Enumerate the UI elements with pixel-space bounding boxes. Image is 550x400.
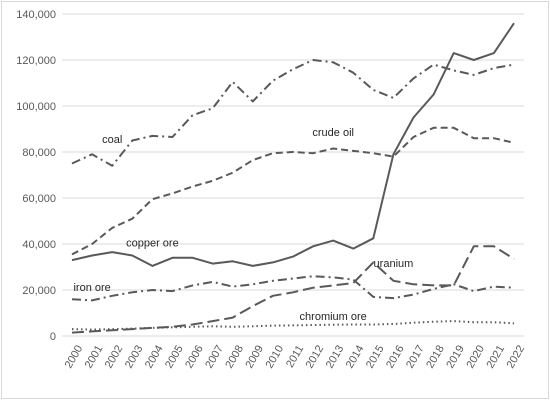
- x-tick-label: 2018: [424, 343, 447, 370]
- x-tick-label: 2017: [404, 343, 427, 370]
- x-tick-label: 2013: [324, 343, 347, 370]
- x-tick-label: 2001: [83, 343, 106, 370]
- series-line-coal: [71, 59, 515, 167]
- y-tick-label: 120,000: [16, 55, 56, 67]
- y-axis-ticks: 0 20,000 40,000 60,000 80,000 100,000 120,000 1…: [16, 9, 56, 343]
- x-tick-label: 2019: [444, 343, 467, 370]
- x-tick-label: 2014: [344, 343, 367, 370]
- x-tick-label: 2020: [464, 343, 487, 370]
- x-tick-label: 2011: [284, 343, 306, 369]
- series-line-iron-ore: [71, 275, 515, 302]
- y-tick-label: 80,000: [22, 147, 56, 159]
- x-tick-label: 2016: [384, 343, 407, 370]
- y-tick-label: 140,000: [16, 9, 56, 21]
- series-line-crude-oil: [71, 126, 515, 256]
- series-label-coal: coal: [102, 134, 122, 146]
- x-tick-label: 2004: [143, 343, 166, 370]
- y-tick-label: 60,000: [22, 193, 56, 205]
- series-label-uranium: uranium: [374, 258, 414, 270]
- series-label-iron-ore: iron ore: [73, 282, 110, 294]
- x-tick-label: 2002: [103, 343, 126, 370]
- series-label-chromium-ore: chromium ore: [300, 311, 367, 323]
- series-label-crude-oil: crude oil: [312, 127, 354, 139]
- x-axis-ticks: 2000200120022003200420052006200720082009…: [63, 343, 528, 370]
- x-tick-label: 2007: [203, 343, 226, 370]
- x-tick-label: 2005: [163, 343, 186, 370]
- grid-layer: [62, 13, 524, 337]
- y-tick-label: 20,000: [22, 285, 56, 297]
- series-line-copper-ore: [71, 22, 515, 267]
- y-tick-label: 100,000: [16, 101, 56, 113]
- x-tick-label: 2009: [243, 343, 266, 370]
- x-tick-label: 2010: [264, 343, 287, 370]
- series-line-uranium: [71, 245, 515, 334]
- series-line-chromium-ore: [71, 320, 515, 331]
- x-tick-label: 2006: [183, 343, 206, 370]
- y-tick-label: 0: [50, 331, 56, 343]
- x-tick-label: 2015: [364, 343, 387, 370]
- x-tick-label: 2021: [485, 343, 508, 370]
- x-tick-label: 2012: [304, 343, 327, 370]
- x-tick-label: 2000: [63, 343, 86, 370]
- series-labels: coal crude oil copper ore uranium iron ore ch…: [73, 127, 413, 323]
- series-label-copper-ore: copper ore: [126, 237, 179, 249]
- x-tick-label: 2003: [123, 343, 146, 370]
- x-tick-label: 2022: [505, 343, 528, 370]
- y-tick-label: 40,000: [22, 239, 56, 251]
- series-layer: [71, 22, 515, 334]
- x-tick-label: 2008: [223, 343, 246, 370]
